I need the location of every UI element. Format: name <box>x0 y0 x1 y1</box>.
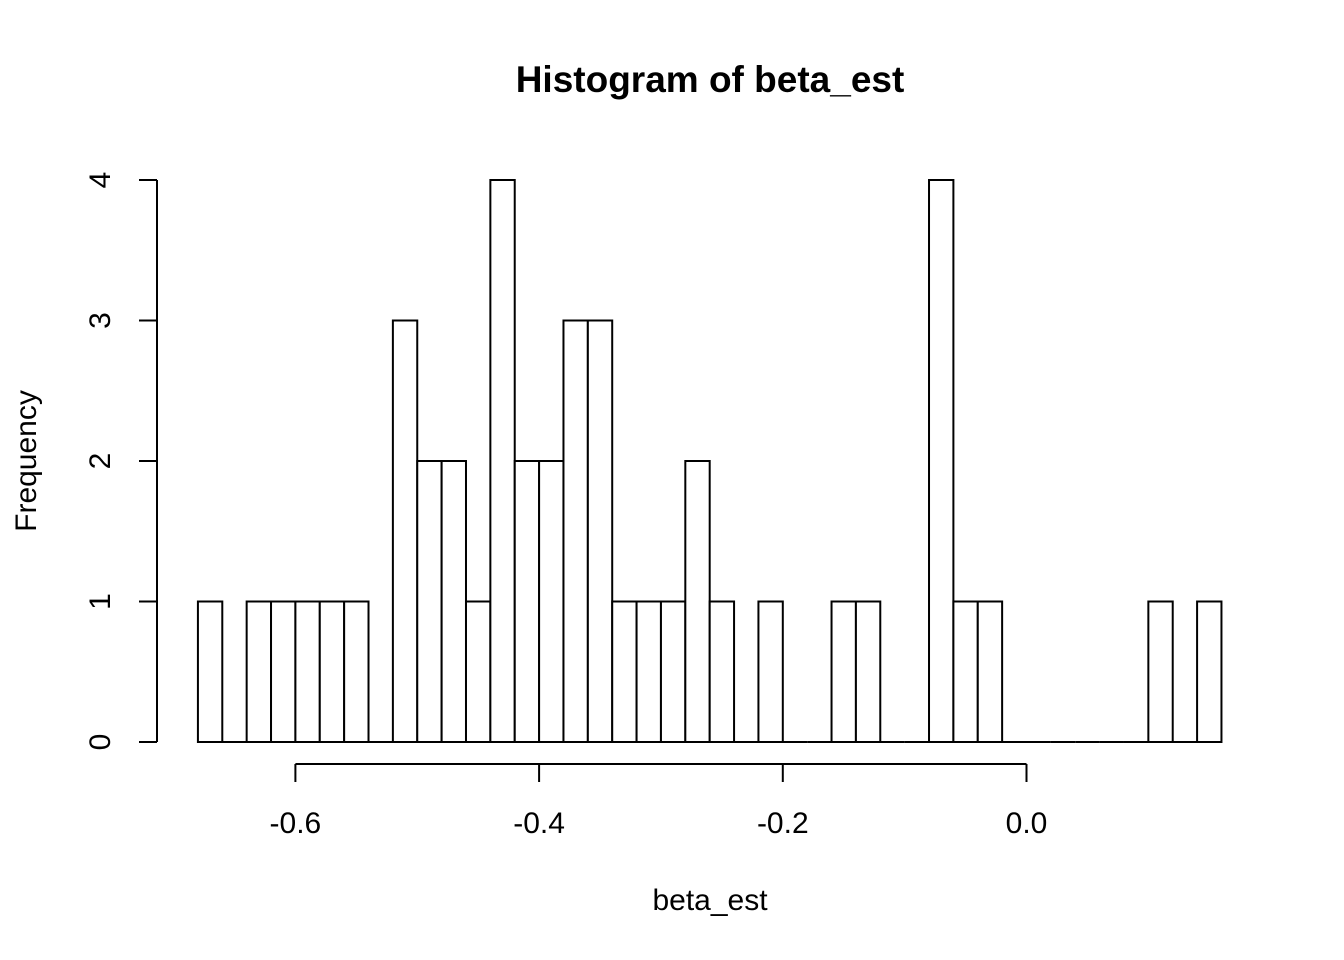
histogram-bar <box>318 600 346 743</box>
histogram-bar <box>757 600 784 743</box>
histogram-bar <box>489 179 516 743</box>
y-tick-label: 0 <box>84 734 117 751</box>
histogram-bar <box>196 600 224 743</box>
histogram-bar <box>1147 600 1174 743</box>
histogram-bar <box>830 600 857 743</box>
x-axis: -0.6 -0.4 -0.2 0.0 <box>270 763 1048 840</box>
x-tick-label: -0.6 <box>270 807 322 840</box>
x-tick-label: 0.0 <box>1006 807 1048 840</box>
y-axis-label: Frequency <box>10 390 43 532</box>
chart-title: Histogram of beta_est <box>516 59 905 100</box>
x-axis-label: beta_est <box>652 884 768 917</box>
histogram-bar <box>270 600 297 743</box>
histogram-bar <box>562 319 589 743</box>
y-tick-label: 3 <box>84 312 117 329</box>
histogram-bar <box>416 460 443 743</box>
histogram-bar <box>245 600 273 743</box>
histogram-bar <box>513 460 541 743</box>
histogram-bar <box>391 319 419 743</box>
histogram-bar <box>611 600 638 743</box>
histogram-bar <box>343 600 370 743</box>
histogram-bar <box>928 179 955 743</box>
y-tick-label: 2 <box>84 453 117 470</box>
y-tick-label: 4 <box>84 172 117 189</box>
bars-group <box>196 179 1223 743</box>
histogram-bar <box>294 600 321 743</box>
x-tick-label: -0.2 <box>757 807 809 840</box>
histogram-bar <box>659 600 687 743</box>
histogram-bar <box>635 600 662 743</box>
histogram-bar <box>464 600 492 743</box>
histogram-bar <box>976 600 1004 743</box>
histogram-bar <box>440 460 467 743</box>
y-axis: 0 1 2 3 4 <box>84 172 158 751</box>
histogram-bar <box>708 600 736 743</box>
x-tick-label: -0.4 <box>513 807 565 840</box>
histogram-bar <box>538 460 565 743</box>
histogram-bar <box>684 460 711 743</box>
histogram-bar <box>1196 600 1223 743</box>
histogram-bar <box>586 319 614 743</box>
histogram-bar <box>952 600 979 743</box>
y-tick-label: 1 <box>84 593 117 610</box>
histogram-bar <box>854 600 882 743</box>
